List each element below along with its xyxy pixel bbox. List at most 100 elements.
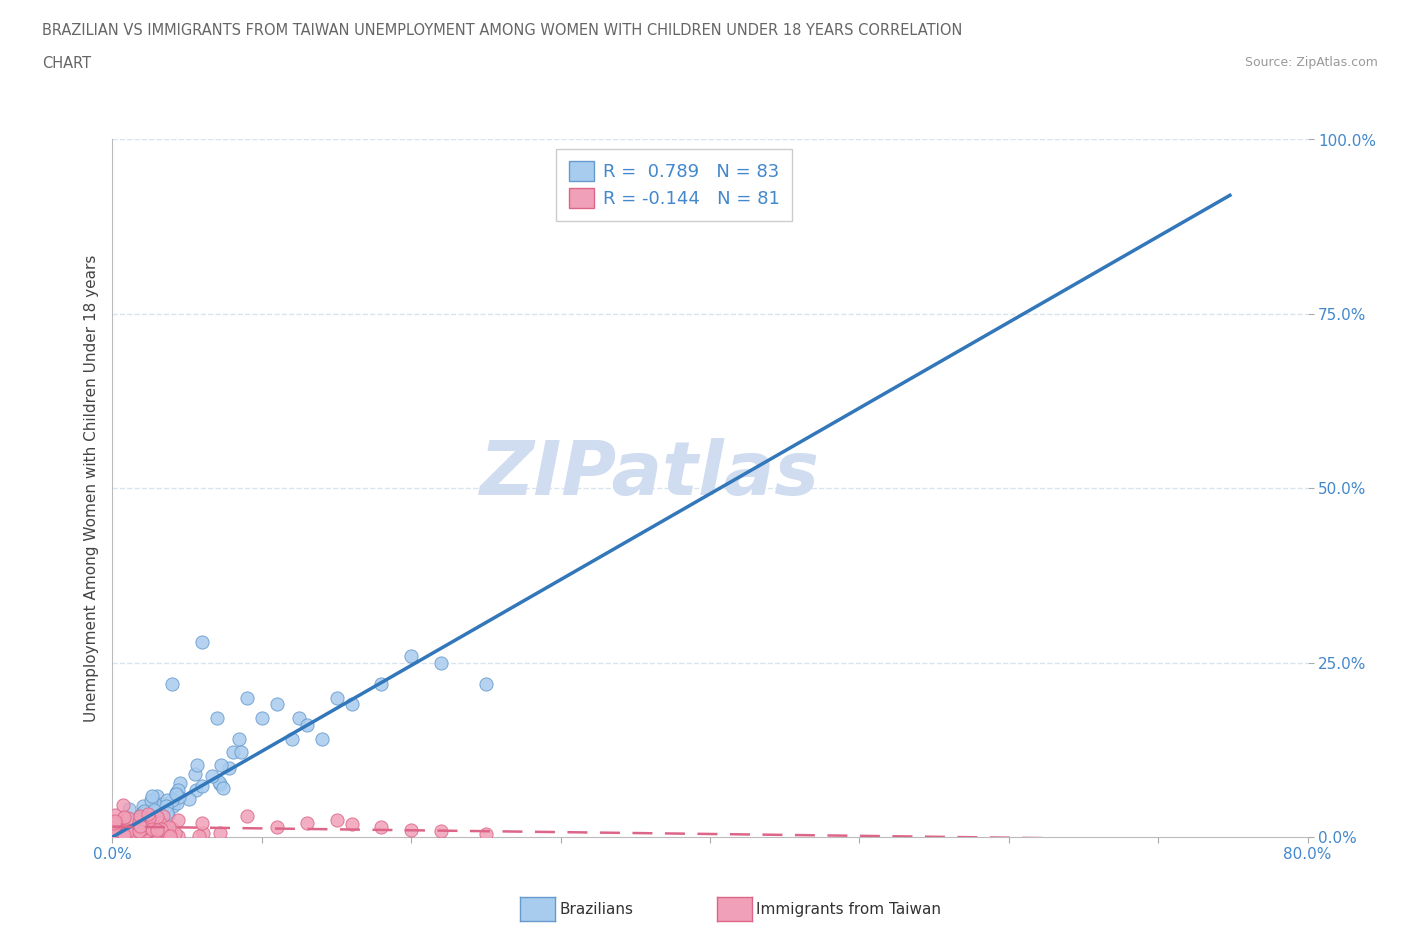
Point [430,655,453,670]
Point [155,822,177,837]
Point [142,803,165,817]
Point [162,676,183,691]
Point [122,817,145,831]
Y-axis label: Unemployment Among Women with Children Under 18 years: Unemployment Among Women with Children U… [83,255,98,722]
Point [266,819,288,834]
Point [135,815,157,830]
Point [186,782,208,797]
Point [143,824,166,839]
Point [156,829,179,844]
Point [162,798,184,813]
Point [121,823,143,838]
Point [167,790,190,804]
Point [127,828,149,843]
Point [146,822,169,837]
Point [169,776,191,790]
Point [131,822,153,837]
Point [228,732,250,747]
Point [160,820,183,835]
Point [117,810,139,825]
Text: ZIPatlas: ZIPatlas [481,438,820,511]
Point [118,820,141,835]
Point [146,788,169,803]
Point [145,820,167,835]
Text: CHART: CHART [42,56,91,71]
Point [112,828,135,843]
Point [141,789,163,804]
Point [136,823,159,838]
Point [104,830,127,844]
Point [145,810,167,825]
Point [295,718,318,733]
Point [103,825,125,840]
Point [110,830,132,844]
Point [122,828,145,843]
Point [132,804,155,818]
Point [124,819,146,834]
Point [138,810,160,825]
Point [115,828,138,843]
Point [134,828,156,843]
Point [236,809,259,824]
Point [152,809,174,824]
Point [107,827,129,842]
Point [134,805,156,820]
Point [128,826,150,841]
Point [208,775,231,790]
Point [104,814,127,829]
Point [209,777,232,791]
Point [159,821,181,836]
Point [121,827,143,842]
Point [201,768,224,783]
Point [205,711,228,725]
Point [475,676,498,691]
Point [191,779,214,794]
Point [112,810,135,825]
Point [132,799,155,814]
Point [165,785,187,800]
Text: BRAZILIAN VS IMMIGRANTS FROM TAIWAN UNEMPLOYMENT AMONG WOMEN WITH CHILDREN UNDER: BRAZILIAN VS IMMIGRANTS FROM TAIWAN UNEM… [42,23,963,38]
Point [340,698,363,712]
Point [231,745,253,760]
Point [103,825,125,840]
Point [131,816,153,830]
Text: Brazilians: Brazilians [560,902,634,917]
Text: Immigrants from Taiwan: Immigrants from Taiwan [756,902,942,917]
Point [156,807,179,822]
Point [112,827,135,842]
Point [167,828,190,843]
Point [139,818,162,833]
Legend: R =  0.789   N = 83, R = -0.144   N = 81: R = 0.789 N = 83, R = -0.144 N = 81 [555,149,793,220]
Point [104,819,127,834]
Point [131,824,153,839]
Point [150,797,173,812]
Point [401,823,423,837]
Point [157,819,180,834]
Point [132,809,155,824]
Point [115,825,138,840]
Point [111,817,134,832]
Point [117,830,139,844]
Point [311,732,333,747]
Point [654,188,676,203]
Point [139,804,162,819]
Point [150,806,173,821]
Point [149,821,172,836]
Point [340,817,363,831]
Point [165,787,187,802]
Point [401,648,423,663]
Point [128,818,150,833]
Point [115,822,138,837]
Point [138,806,160,821]
Point [135,829,157,844]
Point [160,792,183,807]
Point [111,818,134,833]
Point [208,825,231,840]
Point [475,826,498,841]
Point [188,828,211,843]
Point [118,811,141,826]
Point [191,634,214,649]
Point [145,798,167,813]
Point [142,806,165,821]
Point [120,827,142,842]
